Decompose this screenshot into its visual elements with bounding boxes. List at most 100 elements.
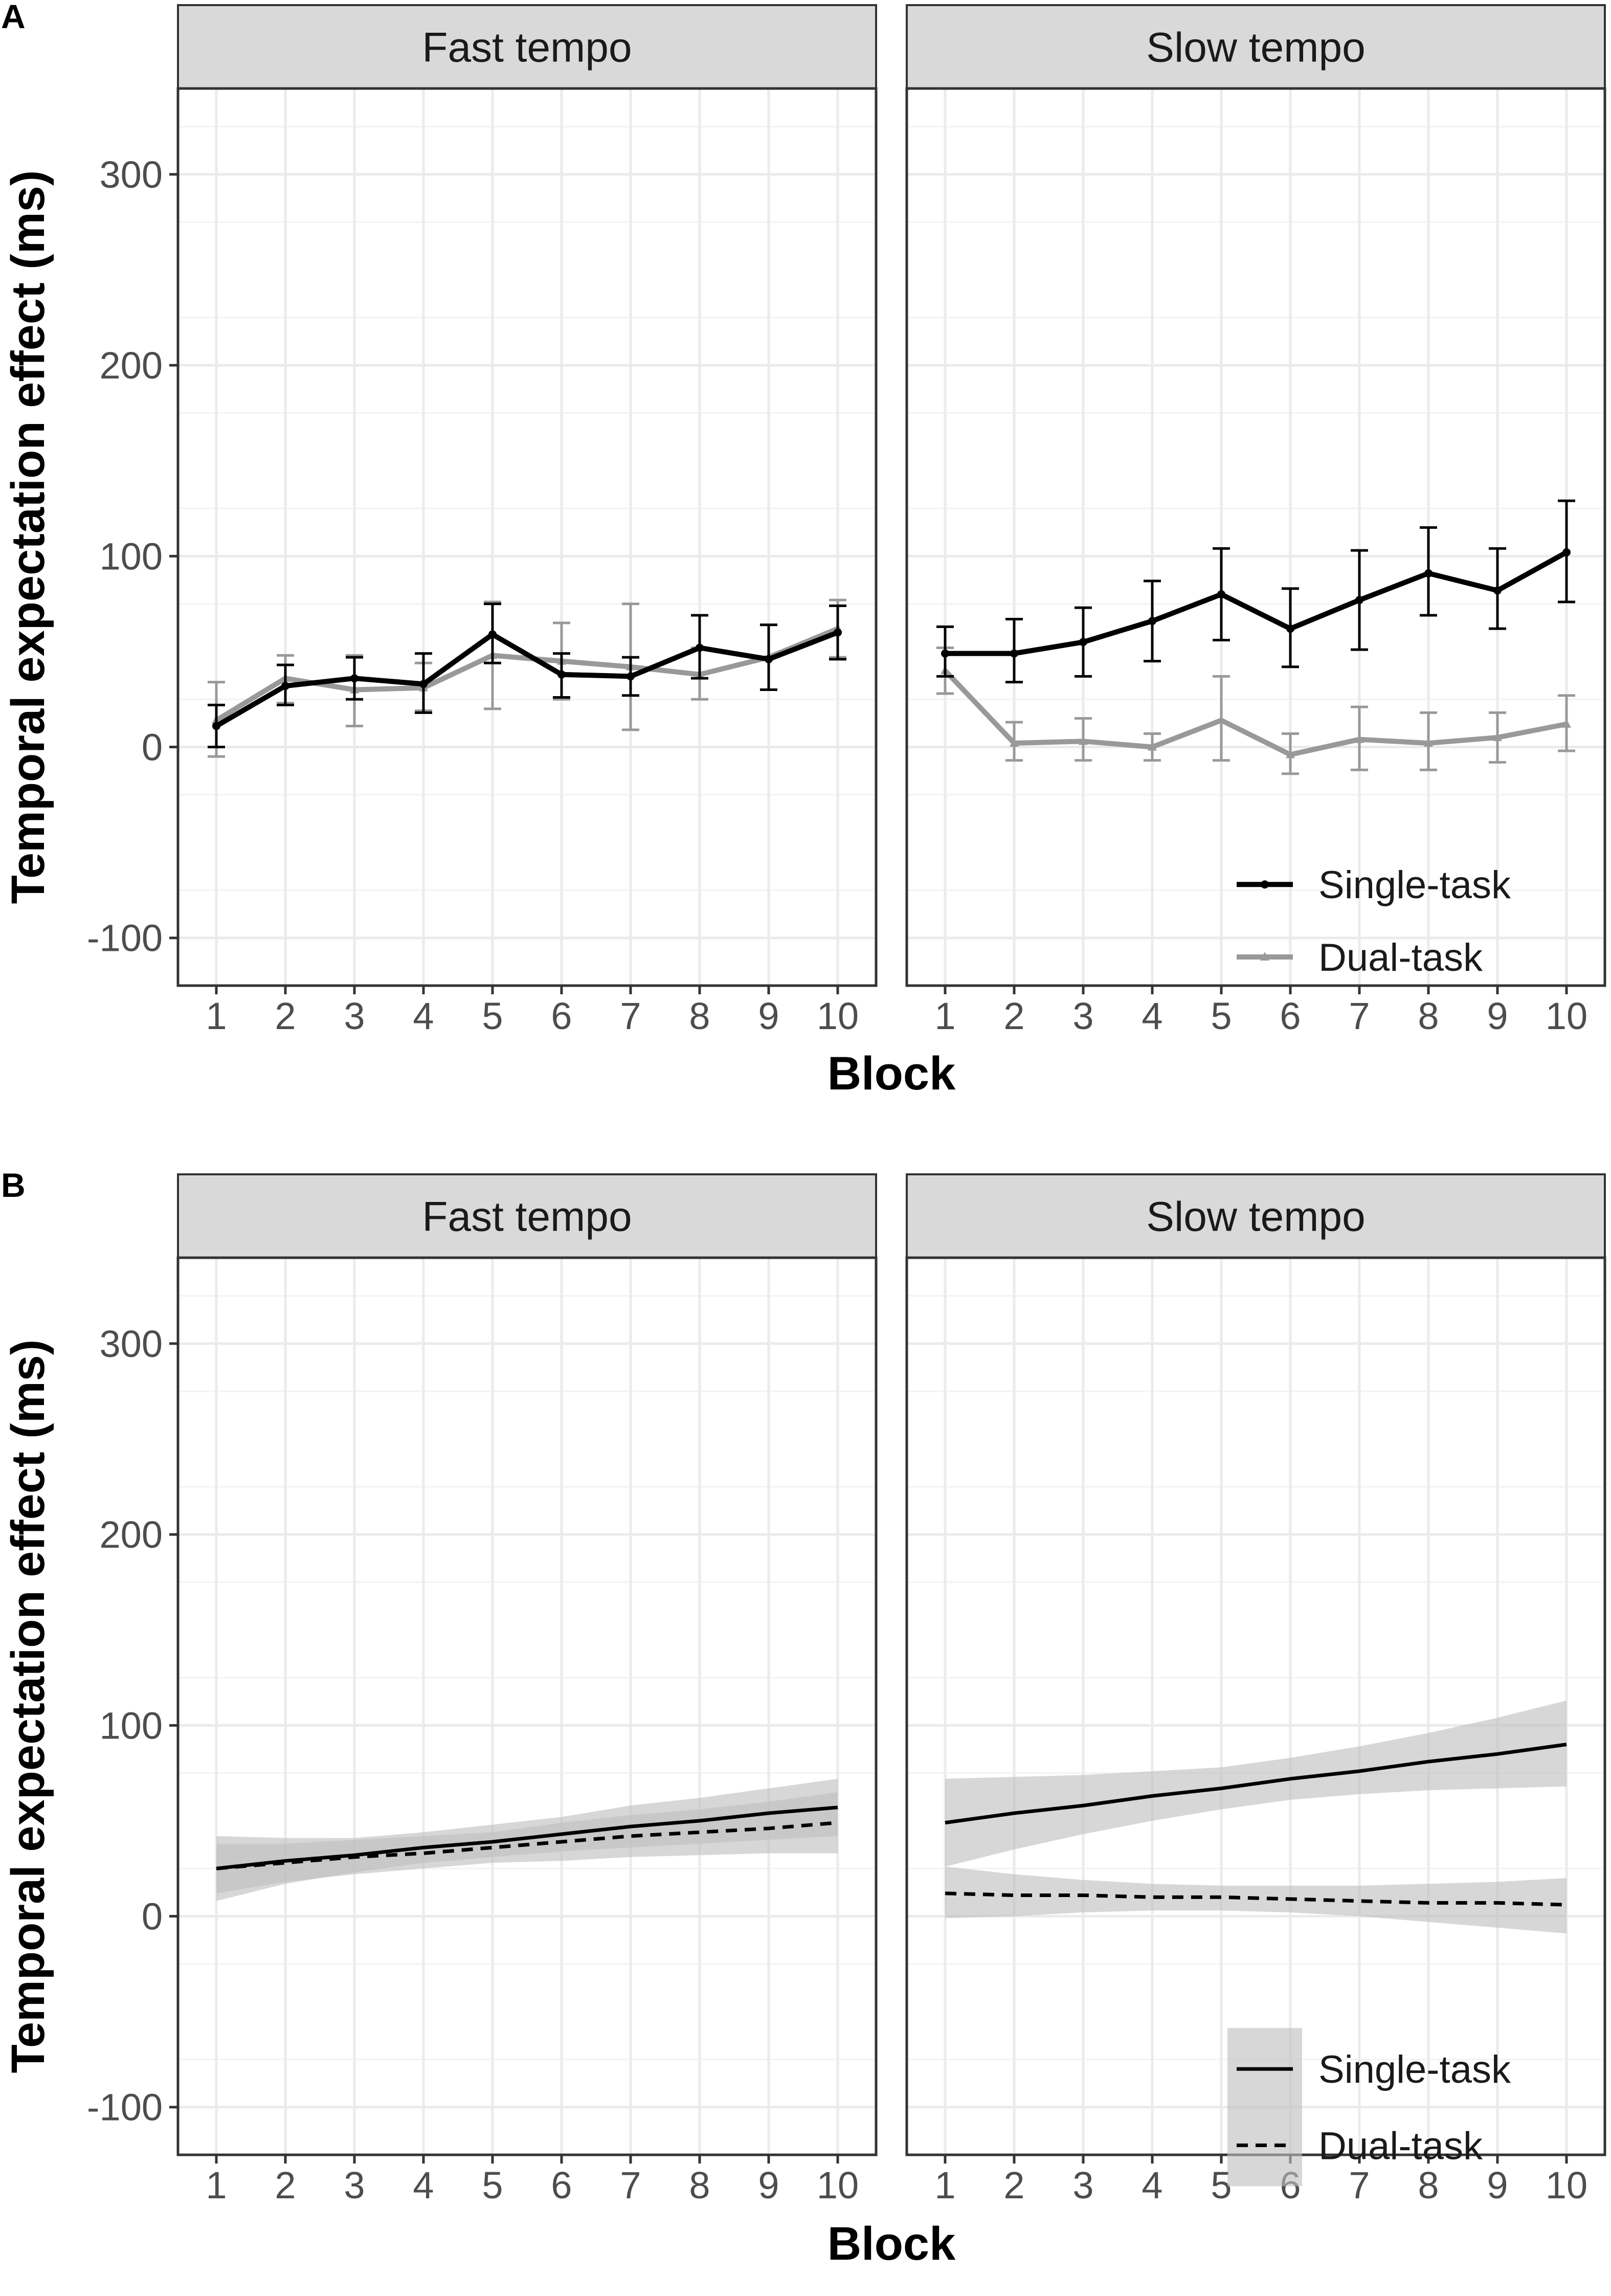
data-point [1562,719,1571,728]
data-layer [936,499,1575,775]
x-tick-label: 10 [817,995,859,1037]
facet-strip [177,4,877,90]
fitted-line-single-task [945,1743,1567,1825]
data-layer [208,598,846,758]
series-single-task [208,603,846,749]
y-tick-label: -100 [87,917,163,960]
legend-item-dual-task: Dual-task [1237,2124,1483,2168]
x-tick-label: 10 [1546,2164,1587,2206]
fitted-line-dual-task [945,1891,1567,1907]
facet-strip-title: Fast tempo [422,1194,632,1240]
x-tick-label: 9 [1487,2164,1508,2206]
data-point [1355,596,1363,605]
legend: Single-task Dual-task [1237,863,1511,979]
legend: Single-task Dual-task [1227,2028,1511,2187]
y-tick-label: 200 [100,1513,163,1556]
facet-slow-tempo: Slow tempo 1 2 3 4 5 6 7 8 9 10 Single-task Dual-tas… [905,4,1606,1037]
x-tick-label: 5 [482,2164,503,2206]
facet-strip [177,1173,877,1259]
data-point [350,674,359,683]
confidence-ribbon-dual-task [216,1792,838,1893]
x-axis-title: Block [827,1047,956,1100]
x-tick-label: 1 [934,2164,955,2206]
data-point [941,649,949,658]
x-tick-label: 7 [620,2164,641,2206]
data-point [488,630,497,639]
x-tick-label: 5 [482,995,503,1037]
legend-label: Single-task [1318,863,1511,907]
x-tick-label: 3 [344,2164,365,2206]
data-point [1424,569,1433,577]
x-tick-label: 6 [551,2164,572,2206]
panel-B: B Temporal expectation effect (ms) Block Fa… [1,1166,1606,2270]
x-tick-label: 2 [1003,2164,1024,2206]
plot-background [907,1258,1605,2155]
confidence-ribbon-dual-task [945,1866,1567,1934]
y-tick-label: 0 [142,1896,163,1938]
plot-background [178,88,876,986]
legend-item-single-task: Single-task [1237,2048,1511,2091]
series-dual-task [936,646,1575,775]
x-tick-label: 8 [689,2164,710,2206]
x-tick-label: 4 [1142,2164,1162,2206]
legend-key-background [1227,2028,1302,2187]
legend-key-point [1260,952,1269,961]
facet-fast-tempo: Fast tempo 1 2 3 4 5 6 7 8 9 10 -100 0 100 200 300 [87,4,878,1037]
data-point [1493,586,1502,595]
plot-background [907,88,1605,986]
x-tick-label: 10 [817,2164,859,2206]
fitted-line-single-task [216,1805,838,1870]
facet-strip [906,1173,1606,1259]
facet-fast-tempo: Fast tempo 1 2 3 4 5 6 7 8 9 10 -100 0 100 200 300 [87,1173,878,2206]
series-single-task [936,499,1575,684]
x-tick-label: 2 [275,2164,296,2206]
x-axis-title: Block [827,2218,956,2270]
x-tick-label: 2 [275,995,296,1037]
y-tick-label: 200 [100,344,163,387]
x-tick-label: 1 [934,995,955,1037]
data-point [1286,749,1295,759]
x-tick-label: 3 [1072,995,1093,1037]
x-tick-label: 8 [1418,2164,1439,2206]
data-point [1079,736,1088,745]
fitted-line-dual-task [216,1821,838,1870]
panel-letter: B [1,1166,26,1204]
x-tick-label: 8 [689,995,710,1037]
x-tick-label: 1 [206,2164,227,2206]
x-tick-label: 4 [413,2164,434,2206]
x-tick-label: 3 [344,995,365,1037]
y-tick-label: -100 [87,2086,163,2129]
panel-border [176,1256,878,2156]
x-tick-label: 2 [1003,995,1024,1037]
x-tick-label: 6 [1280,995,1301,1037]
legend-item-single-task: Single-task [1237,863,1511,907]
data-point [1217,715,1226,724]
x-tick-label: 6 [551,995,572,1037]
data-point [1424,738,1433,747]
data-point [765,655,773,663]
series-line-single-task [215,630,839,728]
series-line-dual-task [943,668,1567,757]
y-tick-label: 100 [100,535,163,577]
x-tick-label: 7 [1349,995,1370,1037]
y-tick-label: 300 [100,1323,163,1365]
plot-background [178,1258,876,2155]
y-tick-label: 100 [100,1704,163,1747]
x-tick-label: 4 [1142,995,1162,1037]
data-point [419,680,428,688]
data-point [696,643,704,652]
x-tick-label: 9 [758,2164,779,2206]
y-tick-label: 300 [100,153,163,196]
data-point [1148,617,1156,626]
legend-label: Dual-task [1318,936,1483,979]
x-tick-label: 3 [1072,2164,1093,2206]
legend-label: Single-task [1318,2048,1511,2091]
legend-key-point [1261,880,1269,889]
data-point [1355,734,1364,743]
facet-strip-title: Slow tempo [1146,1194,1365,1240]
facet-strip-title: Slow tempo [1146,25,1365,71]
panel-border [905,87,1606,987]
data-point [1079,638,1087,647]
x-tick-label: 4 [413,995,434,1037]
